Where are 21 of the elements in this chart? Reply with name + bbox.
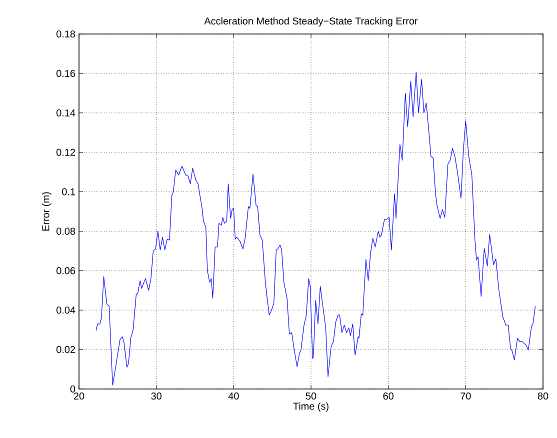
chart-title: Accleration Method Steady−State Tracking Error	[204, 17, 418, 26]
y-tick-label: 0.1	[62, 188, 75, 196]
y-axis-title: Error (m)	[42, 192, 52, 231]
x-tick-label: 20	[74, 392, 84, 400]
x-tick-label: 60	[383, 392, 394, 400]
y-tick-label: 0	[70, 385, 76, 393]
y-tick-label: 0.14	[56, 109, 76, 116]
x-tick-label: 70	[460, 392, 471, 400]
y-tick-label: 0.12	[56, 148, 75, 156]
y-tick-label: 0.16	[56, 70, 76, 77]
x-axis-title: Time (s)	[293, 402, 328, 412]
y-tick-label: 0.18	[56, 30, 76, 38]
x-tick-label: 30	[151, 392, 162, 400]
x-tick-label: 40	[228, 392, 239, 400]
y-tick-label: 0.04	[56, 306, 76, 314]
y-tick-label: 0.08	[56, 228, 76, 235]
x-tick-label: 80	[538, 392, 548, 400]
x-tick-label: 50	[306, 392, 316, 400]
line-series	[96, 72, 536, 386]
y-tick-label: 0.06	[56, 267, 76, 274]
y-tick-label: 0.02	[56, 346, 75, 354]
